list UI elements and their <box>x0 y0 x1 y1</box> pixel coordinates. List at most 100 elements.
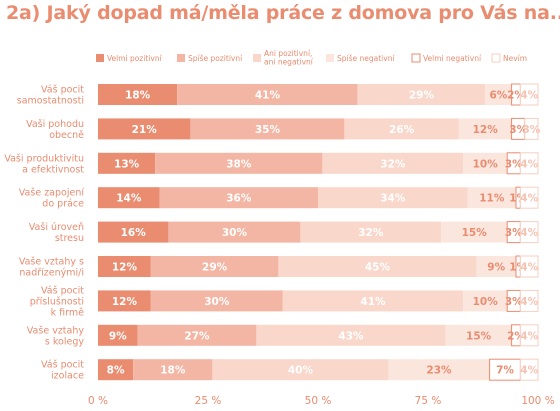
bar-segment <box>159 187 318 209</box>
data-label: 16% <box>121 227 147 239</box>
x-tick-label: 100 % <box>521 395 554 407</box>
data-label: 8% <box>107 365 125 377</box>
bar-segment <box>98 256 151 277</box>
bar-segment <box>463 152 508 174</box>
data-label: 27% <box>184 330 210 342</box>
data-label: 45% <box>365 262 391 274</box>
category-label: Váš pocit izolace <box>41 360 84 382</box>
bar-segment <box>467 187 516 209</box>
bar-segment <box>485 84 512 105</box>
data-label: 35% <box>255 124 281 136</box>
data-label: 4% <box>520 158 538 170</box>
bar-segment <box>168 221 301 243</box>
data-label: 3% <box>509 124 527 136</box>
data-label: 9% <box>487 262 505 274</box>
data-label: 7% <box>496 365 514 377</box>
bar-segment <box>98 221 169 243</box>
data-label: 43% <box>338 330 364 342</box>
bar-segment <box>524 117 539 140</box>
bar-segment <box>177 84 358 105</box>
category-label: Vaše vztahy s kolegy <box>27 325 85 347</box>
category-label: Vaši pohodu obecně <box>26 119 84 141</box>
data-label: 26% <box>389 124 415 136</box>
category-label: Vaši produktivitu a efektivnost <box>4 153 84 175</box>
bar-segment <box>98 152 156 174</box>
data-label: 40% <box>288 365 314 377</box>
data-label: 12% <box>473 124 499 136</box>
data-label: 23% <box>426 365 452 377</box>
bar-segment <box>98 290 151 312</box>
legend-entry: Velmi pozitivní <box>107 54 163 63</box>
bar-segment <box>98 324 138 346</box>
bar-segment <box>133 359 213 381</box>
bar-segment <box>357 84 486 105</box>
bar-segment <box>388 359 490 381</box>
data-label: 4% <box>520 365 538 377</box>
legend-entry: Nevím <box>503 54 527 63</box>
bar-segment <box>441 221 508 243</box>
bar-segment <box>463 290 508 312</box>
legend-swatch <box>177 54 185 62</box>
bar-segment <box>476 256 516 277</box>
category-label: Váš pocit příslušnosti k firmě <box>30 285 85 318</box>
data-label: 10% <box>473 158 499 170</box>
bar-segment <box>519 83 539 106</box>
x-tick-label: 25 % <box>195 395 222 407</box>
data-label: 15% <box>466 330 492 342</box>
bar-segment <box>519 358 539 381</box>
legend-swatch <box>253 54 261 62</box>
data-label: 12% <box>112 296 138 308</box>
data-label: 3% <box>522 124 540 136</box>
category-label: Vaše vztahy s nadřízenými/i <box>19 257 84 279</box>
bar-segment <box>519 289 539 312</box>
bar-segment <box>98 187 160 209</box>
bar-segment <box>322 152 464 174</box>
x-tick-label: 0 % <box>88 395 108 407</box>
data-label: 4% <box>520 330 538 342</box>
data-label: 10% <box>473 296 499 308</box>
bar-segment <box>282 290 464 312</box>
data-label: 4% <box>520 193 538 205</box>
data-label: 41% <box>255 90 281 102</box>
data-label: 3% <box>505 296 523 308</box>
legend-swatch <box>411 53 421 63</box>
category-label: Vaši úroveň stresu <box>29 222 84 244</box>
data-label: 32% <box>380 158 406 170</box>
category-label: Vaše zapojení do práce <box>19 188 85 210</box>
bar-segment <box>519 324 539 347</box>
legend-swatch <box>96 54 104 62</box>
data-label: 18% <box>125 90 151 102</box>
bar-segment <box>519 186 539 209</box>
data-label: 4% <box>520 227 538 239</box>
data-label: 3% <box>505 227 523 239</box>
data-label: 29% <box>409 90 435 102</box>
data-label: 41% <box>360 296 386 308</box>
bar-segment <box>98 359 134 381</box>
bar-segment <box>150 290 283 312</box>
bar-segment <box>98 84 178 105</box>
data-label: 38% <box>226 158 252 170</box>
data-label: 13% <box>114 158 140 170</box>
data-label: 36% <box>226 193 252 205</box>
bar-segment <box>190 118 345 140</box>
x-tick-label: 75 % <box>415 395 442 407</box>
data-label: 30% <box>222 227 248 239</box>
data-label: 15% <box>462 227 488 239</box>
legend-entry: Spíše negativní <box>337 54 395 63</box>
bar-segment <box>519 255 539 278</box>
bar-segment <box>212 359 389 381</box>
bar-segment <box>137 324 257 346</box>
x-tick-label: 50 % <box>305 395 332 407</box>
bar-segment <box>458 118 512 140</box>
bar-segment <box>445 324 512 346</box>
bar-segment <box>155 152 323 174</box>
bar-segment <box>278 256 477 277</box>
data-label: 4% <box>520 90 538 102</box>
data-label: 32% <box>358 227 384 239</box>
data-label: 21% <box>132 124 158 136</box>
data-label: 9% <box>109 330 127 342</box>
chart-title: 2a) Jaký dopad má/měla práce z domova pr… <box>6 2 560 24</box>
legend-entry: Spíše pozitivní <box>188 54 243 63</box>
